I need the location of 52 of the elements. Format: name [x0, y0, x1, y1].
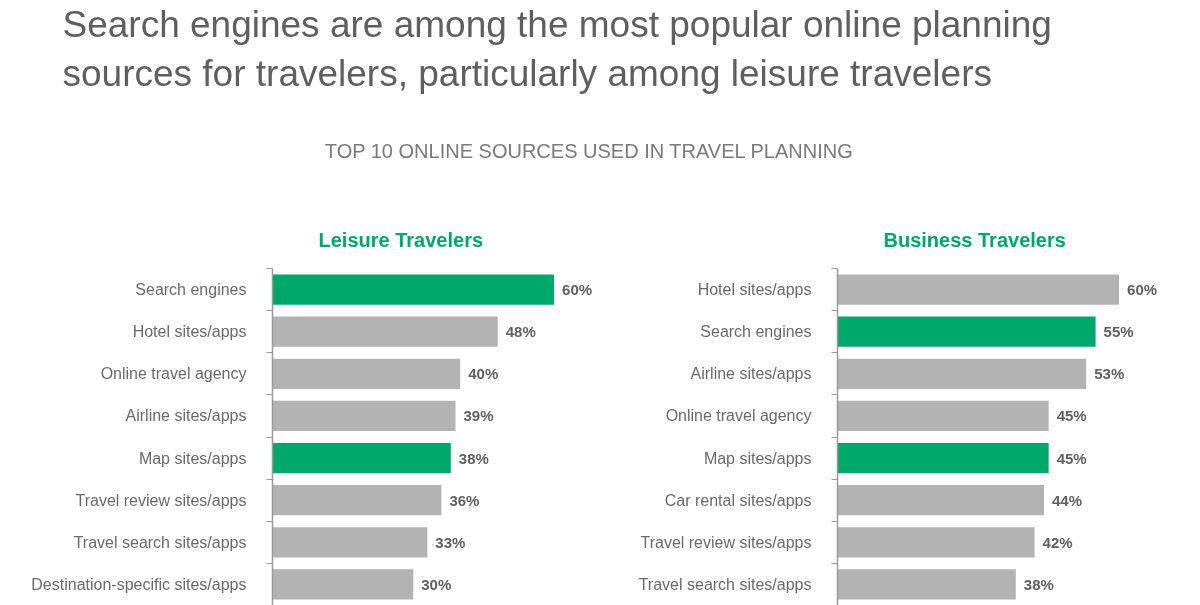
data-label: 53%: [1094, 365, 1125, 383]
data-label: 60%: [1127, 281, 1158, 299]
y-tick-label: Travel search sites/apps: [638, 575, 812, 593]
y-tick-label: Airline sites/apps: [125, 407, 247, 425]
bar: [837, 358, 1087, 389]
bar: [272, 527, 428, 558]
bar: [837, 442, 1049, 474]
bar: [272, 400, 456, 432]
data-label: 30%: [421, 575, 452, 593]
bar: [272, 569, 414, 600]
text: TOP 10 ONLINE SOURCES USED IN TRAVEL PLANNING: [324, 139, 853, 162]
y-tick-label: Travel review sites/apps: [75, 491, 247, 509]
bar: [272, 316, 498, 347]
data-label: 36%: [449, 491, 480, 509]
y-tick-label: Travel search sites/apps: [73, 533, 247, 551]
bar: [272, 358, 461, 389]
y-tick-label: Online travel agency: [100, 365, 247, 383]
bar: [272, 442, 451, 474]
y-tick-label: Destination-specific sites/apps: [31, 575, 247, 593]
y-tick-label: Airline sites/apps: [690, 365, 812, 383]
bar: [272, 485, 442, 516]
data-label: 38%: [458, 449, 489, 467]
bar: [837, 274, 1120, 305]
data-label: 48%: [505, 323, 536, 341]
data-label: 44%: [1051, 491, 1082, 509]
y-tick-label: Hotel sites/apps: [132, 323, 247, 341]
bar: [837, 569, 1016, 600]
data-label: 40%: [468, 365, 499, 383]
data-label: 60%: [562, 281, 593, 299]
y-tick-label: Hotel sites/apps: [697, 281, 812, 299]
y-tick-label: Map sites/apps: [703, 449, 812, 467]
y-tick-label: Car rental sites/apps: [664, 491, 812, 509]
bar: [272, 274, 555, 305]
data-label: 38%: [1023, 575, 1054, 593]
data-label: 55%: [1103, 323, 1134, 341]
data-label: 42%: [1042, 533, 1073, 551]
y-tick-label: Travel review sites/apps: [640, 533, 812, 551]
bar: [837, 527, 1035, 558]
y-tick-label: Map sites/apps: [138, 449, 247, 467]
bar: [837, 485, 1044, 516]
chart-title: Leisure Travelers: [318, 228, 484, 251]
y-tick-label: Online travel agency: [665, 407, 812, 425]
chart-title: Business Travelers: [883, 228, 1066, 251]
data-label: 45%: [1056, 449, 1087, 467]
y-tick-label: Search engines: [700, 323, 812, 341]
data-label: 39%: [463, 407, 494, 425]
bar: [837, 400, 1049, 432]
data-label: 33%: [435, 533, 466, 551]
text: Search engines are among the most popular online planning sources for travelers, particularly among leisure travelers: [62, 3, 1052, 94]
data-label: 45%: [1056, 407, 1087, 425]
y-tick-label: Search engines: [135, 281, 247, 299]
bar: [837, 316, 1096, 347]
